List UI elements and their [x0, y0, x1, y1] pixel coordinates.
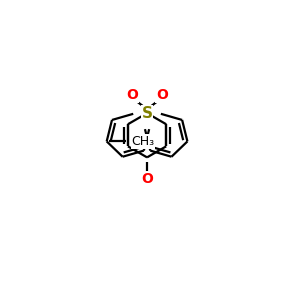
- Text: O: O: [141, 172, 153, 186]
- Text: O: O: [126, 88, 138, 102]
- Text: S: S: [142, 106, 153, 121]
- Text: O: O: [156, 88, 168, 102]
- Text: CH₃: CH₃: [131, 135, 154, 148]
